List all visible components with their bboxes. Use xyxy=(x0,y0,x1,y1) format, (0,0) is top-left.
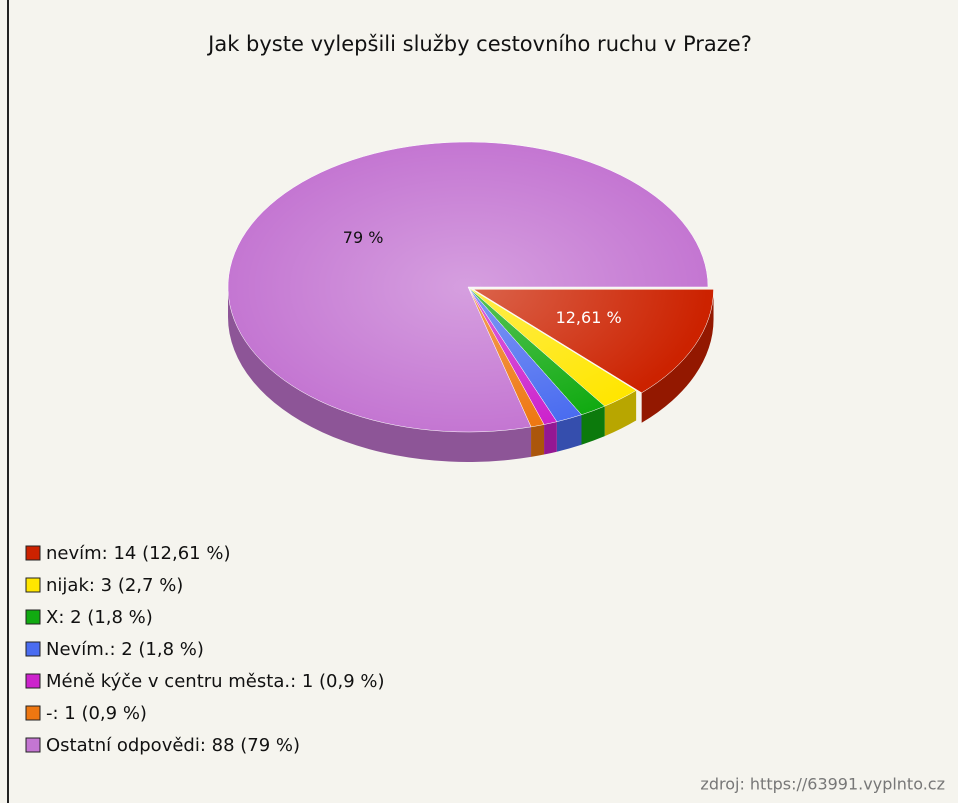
slice-label: 79 % xyxy=(343,228,384,247)
legend-swatch xyxy=(25,545,41,561)
legend-swatch xyxy=(25,577,41,593)
slice-label: 12,61 % xyxy=(556,308,622,327)
slice-side xyxy=(531,424,545,457)
legend-label: nevím: 14 (12,61 %) xyxy=(46,543,230,564)
legend-label: Ostatní odpovědi: 88 (79 %) xyxy=(46,735,300,756)
legend-label: -: 1 (0,9 %) xyxy=(46,703,147,724)
chart-title: Jak byste vylepšili služby cestovního ru… xyxy=(206,32,752,56)
legend-swatch xyxy=(25,737,41,753)
legend-swatch xyxy=(25,641,41,657)
source: zdroj: https://63991.vyplnto.cz xyxy=(700,775,945,794)
legend-label: Nevím.: 2 (1,8 %) xyxy=(46,639,204,660)
slice-side xyxy=(544,421,557,455)
legend-label: Méně kýče v centru města.: 1 (0,9 %) xyxy=(46,671,385,692)
legend-swatch xyxy=(25,705,41,721)
legend-label: nijak: 3 (2,7 %) xyxy=(46,575,183,596)
legend-swatch xyxy=(25,609,41,625)
legend-label: X: 2 (1,8 %) xyxy=(46,607,153,628)
legend-swatch xyxy=(25,673,41,689)
